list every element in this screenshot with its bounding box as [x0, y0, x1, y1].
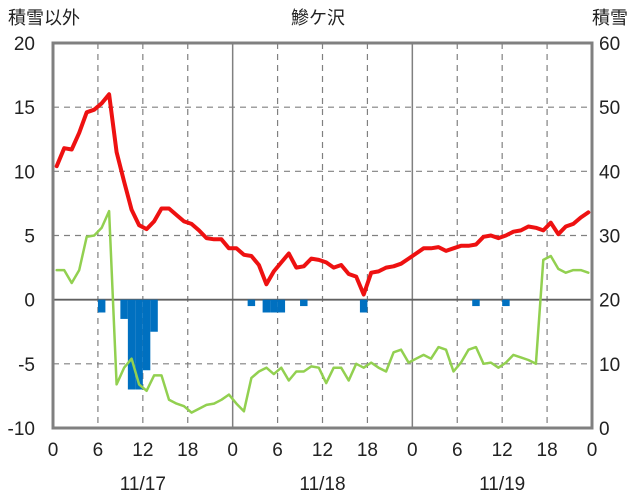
bar [127, 299, 136, 390]
bar [270, 299, 278, 313]
x-hour-label: 12 [312, 440, 333, 461]
x-hour-label: 6 [452, 440, 463, 461]
right-tick-label: 40 [599, 162, 620, 183]
x-date-label: 11/18 [299, 474, 345, 495]
bar [97, 299, 106, 313]
x-hour-label: 6 [93, 440, 104, 461]
bar [247, 299, 256, 307]
right-tick-label: 50 [599, 98, 620, 119]
left-axis-label: 積雪以外 [8, 8, 80, 29]
x-hour-label: 12 [492, 440, 513, 461]
x-hour-label: 0 [407, 440, 418, 461]
temperature-line [54, 92, 591, 297]
x-hour-label: 0 [227, 440, 238, 461]
x-hour-label: 18 [177, 440, 198, 461]
green_series-line [55, 209, 590, 414]
bar [120, 299, 128, 319]
right-tick-label: 30 [599, 227, 620, 248]
right-tick-label: 10 [599, 355, 620, 376]
right-axis-label: 積雪 [592, 8, 628, 29]
left-tick-label: 20 [14, 34, 35, 55]
bar [150, 299, 158, 332]
bar [300, 299, 308, 307]
bar [135, 299, 143, 390]
x-hour-label: 12 [132, 440, 153, 461]
plot-frame [51, 41, 594, 430]
right-tick-label: 60 [599, 34, 620, 55]
left-tick-label: -5 [18, 355, 35, 376]
left-tick-label: 10 [14, 162, 35, 183]
chart-title: 鰺ケ沢 [291, 8, 345, 29]
x-hour-label: 18 [357, 440, 378, 461]
bar [359, 299, 368, 313]
bar [472, 299, 480, 307]
left-tick-label: 5 [24, 227, 35, 248]
bar-series [97, 299, 510, 390]
bar [502, 299, 510, 307]
x-date-label: 11/17 [120, 474, 166, 495]
x-hour-label: 0 [48, 440, 59, 461]
left-tick-label: 15 [14, 98, 35, 119]
x-hour-label: 18 [537, 440, 558, 461]
x-date-label: 11/19 [479, 474, 525, 495]
bar [277, 299, 286, 313]
left-tick-label: -10 [8, 419, 35, 440]
right-tick-label: 0 [599, 419, 610, 440]
left-tick-label: 0 [24, 291, 35, 312]
right-tick-label: 20 [599, 291, 620, 312]
x-hour-label: 0 [587, 440, 598, 461]
x-hour-label: 6 [272, 440, 283, 461]
bar [262, 299, 271, 313]
bar [142, 299, 151, 371]
